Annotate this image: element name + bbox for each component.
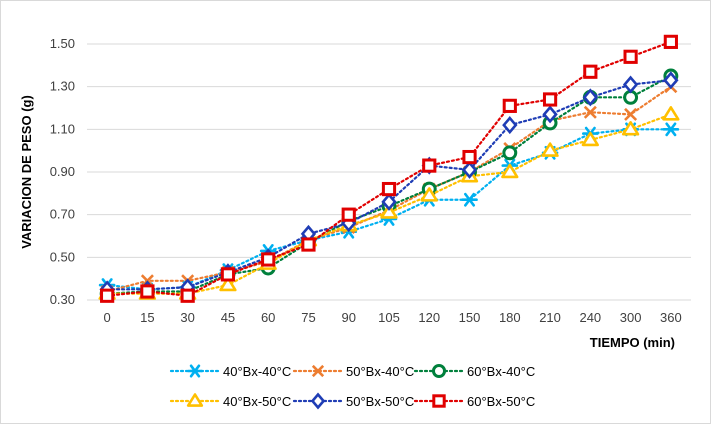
y-tick-label: 1.10 (50, 121, 75, 136)
legend-item: 60°Bx-40°C (413, 363, 535, 379)
x-tick-label: 120 (418, 310, 440, 325)
data-point (422, 158, 437, 173)
data-point (501, 163, 519, 179)
data-point (582, 88, 598, 107)
data-point (220, 267, 236, 282)
x-tick-label: 300 (620, 310, 642, 325)
y-tick-label: 0.90 (50, 164, 75, 179)
data-point (502, 145, 518, 161)
legend-label: 50°Bx-40°C (346, 364, 414, 379)
data-point (180, 288, 195, 303)
data-point (622, 75, 639, 94)
x-tick-label: 90 (341, 310, 355, 325)
data-point (261, 252, 276, 267)
gridlines (87, 43, 691, 301)
data-point (542, 105, 558, 124)
y-tick-label: 0.30 (50, 292, 75, 307)
data-point (311, 364, 325, 378)
data-point (621, 121, 640, 136)
legend-label: 40°Bx-50°C (223, 394, 291, 409)
data-point (310, 392, 326, 410)
x-tick-label: 60 (261, 310, 275, 325)
data-point (431, 363, 447, 379)
data-point (381, 181, 397, 197)
data-point (381, 192, 397, 211)
x-tick-label: 15 (140, 310, 154, 325)
data-point (462, 149, 477, 165)
y-tick-label: 0.70 (50, 207, 75, 222)
data-point (662, 122, 680, 137)
data-point (461, 192, 478, 207)
x-tick-label: 360 (660, 310, 682, 325)
legend-label: 40°Bx-40°C (223, 364, 291, 379)
data-point (662, 106, 680, 121)
x-tick-label: 0 (104, 310, 111, 325)
data-point (420, 187, 438, 202)
data-point (100, 288, 115, 303)
x-tick-label: 240 (579, 310, 601, 325)
y-axis-title: VARIACION DE PESO (g) (19, 95, 34, 249)
data-point (542, 92, 558, 107)
x-tick-label: 150 (459, 310, 481, 325)
x-axis-ticks: 0 15 30 45 60 75 90 105 120 150 180 210 240 300 360 (104, 310, 682, 325)
legend-label: 50°Bx-50°C (346, 394, 414, 409)
legend-item: 40°Bx-40°C (169, 364, 291, 379)
series-group (98, 34, 680, 303)
data-point (541, 142, 559, 157)
data-point (581, 131, 599, 147)
data-point (663, 34, 678, 49)
x-axis-title: TIEMPO (min) (590, 335, 675, 350)
legend-item: 50°Bx-50°C (292, 392, 414, 410)
data-point (461, 160, 478, 179)
data-point (663, 71, 679, 90)
x-tick-label: 30 (180, 310, 194, 325)
y-tick-label: 1.30 (50, 79, 75, 94)
data-point (502, 98, 517, 113)
data-point (623, 49, 638, 64)
x-tick-label: 210 (539, 310, 561, 325)
data-point (380, 204, 398, 219)
y-tick-label: 0.50 (50, 249, 75, 264)
series-6 (100, 34, 678, 303)
x-tick-label: 45 (221, 310, 235, 325)
y-axis-ticks: 0.30 0.50 0.70 0.90 1.10 1.30 1.50 (50, 36, 75, 307)
data-point (186, 393, 204, 407)
data-point (432, 394, 446, 408)
legend-label: 60°Bx-50°C (467, 394, 535, 409)
data-point (140, 284, 155, 299)
data-point (219, 276, 237, 292)
y-tick-label: 1.50 (50, 36, 75, 51)
legend-item: 50°Bx-40°C (292, 364, 414, 379)
data-point (502, 116, 518, 135)
legend-item: 60°Bx-50°C (413, 394, 535, 409)
data-point (583, 105, 597, 119)
data-point (624, 107, 638, 121)
data-point (341, 207, 356, 222)
data-point (187, 364, 203, 378)
data-point (583, 64, 598, 79)
legend: 40°Bx-40°C 50°Bx-40°C 60°Bx-40°C 40°Bx-50°C… (169, 363, 535, 410)
legend-label: 60°Bx-40°C (467, 364, 535, 379)
x-tick-label: 105 (378, 310, 400, 325)
x-tick-label: 75 (301, 310, 315, 325)
x-tick-label: 180 (499, 310, 521, 325)
data-point (301, 237, 316, 252)
legend-item: 40°Bx-50°C (169, 393, 291, 409)
